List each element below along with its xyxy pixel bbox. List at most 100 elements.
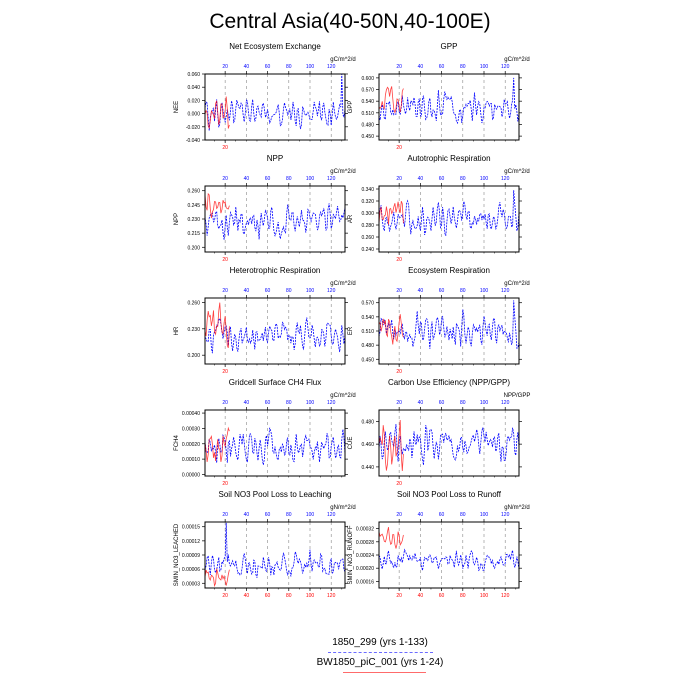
panel-3-top-tick-label: 60 [265,176,271,182]
panel-10-y-tick-label: 0.00016 [356,579,374,585]
panel-4-units: gC/m^2/d [504,169,530,175]
panel-1-units: gC/m^2/d [330,57,356,63]
panel-9-bottom-tick-label: 80 [286,593,292,599]
panel-1-y-tick-label: 0.060 [187,72,200,78]
panel-7-top-tick-label: 100 [306,400,315,406]
panel-2-frame [378,73,520,141]
panel-10-top-tick-label: 100 [480,512,489,518]
panel-7-series-1850 [204,427,346,465]
panel-9-units: gN/m^2/d [330,505,356,511]
panel-5-bottom-tick-label: 20 [222,369,228,375]
panel-1-y-tick-label: -0.040 [186,138,200,144]
panel-3-top-tick-label: 80 [286,176,292,182]
panel-2-top-tick-label: 80 [460,64,466,70]
panel-4-top-tick-label: 80 [460,176,466,182]
panel-8-y-tick-label: 0.460 [361,442,374,448]
panel-6-y-tick-label: 0.450 [361,357,374,363]
panel-3-top-tick-label: 40 [244,176,250,182]
panel-2-y-tick-label: 0.570 [361,88,374,94]
panel-4-series-1850 [378,190,520,237]
panel-5-top-tick-label: 60 [265,288,271,294]
panel-8-y-tick-label: 0.480 [361,419,374,425]
panel-7-y-tick-label: 0.00030 [182,426,200,432]
panel-9-y-tick-label: 0.00015 [182,525,200,531]
panel-2-y-tick-label: 0.600 [361,76,374,82]
panel-6-ylabel: ER [348,326,354,335]
panel-6-frame [378,297,520,365]
panel-1-y-tick-label: 0.040 [187,85,200,91]
panel-2-units: gC/m^2/d [504,57,530,63]
panel-3-units: gC/m^2/d [330,169,356,175]
panel-4-title: Autotrophic Respiration [407,154,490,163]
panel-2-series-bw1850 [378,86,404,114]
panel-6-y-tick-label: 0.510 [361,329,374,335]
panel-2-series-1850 [378,77,520,125]
panel-7-title: Gridcell Surface CH4 Flux [229,378,321,387]
panel-10-y-tick-label: 0.00020 [356,566,374,572]
panel-8-ylabel: CUE [348,437,354,450]
panel-10-y-tick-label: 0.00032 [356,527,374,533]
panel-2-title: GPP [441,42,458,51]
panel-10-top-tick-label: 20 [396,512,402,518]
panel-9-y-tick-label: 0.00003 [182,581,200,587]
panel-10-units: gN/m^2/d [504,505,530,511]
panel-9-bottom-tick-label: 40 [244,593,250,599]
panel-5-y-tick-label: 0.230 [187,327,200,333]
panel-8-top-tick-label: 80 [460,400,466,406]
panel-2-top-tick-label: 100 [480,64,489,70]
panel-4-y-tick-label: 0.260 [361,235,374,241]
panel-6-top-tick-label: 120 [501,288,510,294]
panel-8-top-tick-label: 60 [439,400,445,406]
panel-7-y-tick-label: 0.00010 [182,457,200,463]
panel-1-y-tick-label: 0.020 [187,98,200,104]
panel-4-bottom-tick-label: 20 [396,257,402,263]
panel-6-top-tick-label: 60 [439,288,445,294]
panel-1-ylabel: NEE [174,101,180,113]
panel-7-units: gC/m^2/d [330,393,356,399]
panel-1-top-tick-label: 80 [286,64,292,70]
panel-7-y-tick-label: 0.00020 [182,442,200,448]
panel-5-series-1850 [204,317,346,354]
panel-8-top-tick-label: 40 [418,400,424,406]
panel-9-bottom-tick-label: 100 [306,593,315,599]
panel-9-bottom-tick-label: 20 [222,593,228,599]
panel-5-top-tick-label: 120 [327,288,336,294]
panel-8-frame [378,409,520,477]
panel-10-top-tick-label: 40 [418,512,424,518]
panel-6-series-1850 [378,300,520,350]
panel-10-title: Soil NO3 Pool Loss to Runoff [397,490,502,499]
panel-2-top-tick-label: 60 [439,64,445,70]
panel-5-top-tick-label: 80 [286,288,292,294]
panel-1-series-bw1850 [204,96,230,130]
panel-1-title: Net Ecosystem Exchange [229,42,321,51]
panel-7-top-tick-label: 120 [327,400,336,406]
panel-9-ylabel: SMIN_NO3_LEACHED [174,523,180,586]
panel-7-top-tick-label: 20 [222,400,228,406]
panel-7-bottom-tick-label: 20 [222,481,228,487]
panel-9-top-tick-label: 60 [265,512,271,518]
panel-5-y-tick-label: 0.200 [187,353,200,359]
panel-4-ylabel: AR [348,214,354,223]
panel-9-bottom-tick-label: 60 [265,593,271,599]
panel-8-y-tick-label: 0.440 [361,465,374,471]
panel-3-ylabel: NPP [174,213,180,225]
panel-4-top-tick-label: 120 [501,176,510,182]
panel-10-bottom-tick-label: 40 [418,593,424,599]
panel-3-top-tick-label: 100 [306,176,315,182]
panel-4-y-tick-label: 0.240 [361,247,374,253]
panel-10-bottom-tick-label: 60 [439,593,445,599]
panel-8-title: Carbon Use Efficiency (NPP/GPP) [388,378,510,387]
panel-4-frame [378,185,520,253]
panel-4-series-bw1850 [378,201,404,225]
panel-5-units: gC/m^2/d [330,281,356,287]
panel-8-units: NPP/GPP [504,393,531,399]
panel-9-top-tick-label: 120 [327,512,336,518]
panel-7-series-bw1850 [204,426,230,463]
panel-3-y-tick-label: 0.200 [187,245,200,251]
panel-3-top-tick-label: 20 [222,176,228,182]
legend-line-bw1850 [343,672,426,673]
panel-2-y-tick-label: 0.480 [361,122,374,128]
panel-10-bottom-tick-label: 80 [460,593,466,599]
panel-1-top-tick-label: 40 [244,64,250,70]
panel-5-frame [204,297,346,365]
